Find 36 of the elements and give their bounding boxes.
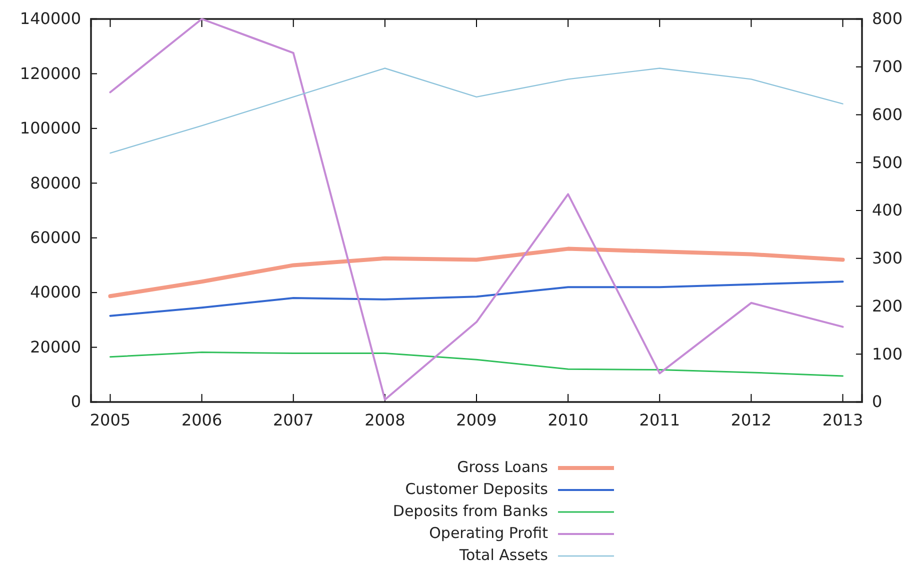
x-tick-label: 2007 — [273, 410, 314, 430]
legend-label: Customer Deposits — [405, 480, 548, 498]
x-tick-label: 2005 — [90, 410, 131, 430]
y2-tick-label: 300 — [872, 248, 903, 268]
y-tick-label: 60000 — [30, 228, 81, 247]
y-tick-label: 120000 — [20, 64, 81, 83]
x-tick-label: 2011 — [639, 410, 680, 430]
line-series — [109, 351, 844, 377]
y2-tick-label: 700 — [872, 56, 903, 76]
legend-label: Total Assets — [458, 546, 548, 564]
x-tick-label: 2006 — [181, 410, 222, 430]
x-tick-label: 2009 — [456, 410, 497, 430]
line-series — [108, 246, 845, 298]
x-tick-label: 2013 — [822, 410, 864, 430]
y-tick-label: 0 — [70, 392, 81, 412]
line-series — [110, 68, 844, 154]
y2-tick-label: 500 — [872, 152, 903, 172]
x-tick-label: 2010 — [548, 410, 588, 430]
y-tick-label: 100000 — [20, 118, 81, 138]
y2-tick-label: 200 — [872, 296, 903, 316]
legend-label: Gross Loans — [457, 458, 548, 476]
legend-label: Deposits from Banks — [392, 502, 548, 520]
y-tick-label: 40000 — [30, 282, 81, 302]
y2-tick-label: 100 — [872, 344, 903, 364]
line-series — [109, 280, 844, 317]
legend-label: Operating Profit — [429, 524, 548, 542]
y-tick-label: 20000 — [30, 337, 81, 356]
y2-tick-label: 600 — [872, 104, 903, 124]
x-tick-label: 2008 — [364, 410, 406, 430]
line-series — [109, 18, 844, 401]
y-tick-label: 80000 — [30, 173, 81, 192]
y2-tick-label: 0 — [872, 392, 882, 412]
y-tick-label: 140000 — [20, 9, 81, 28]
y2-tick-label: 800 — [872, 9, 903, 28]
y2-tick-label: 400 — [872, 200, 903, 220]
x-tick-label: 2012 — [730, 410, 772, 430]
